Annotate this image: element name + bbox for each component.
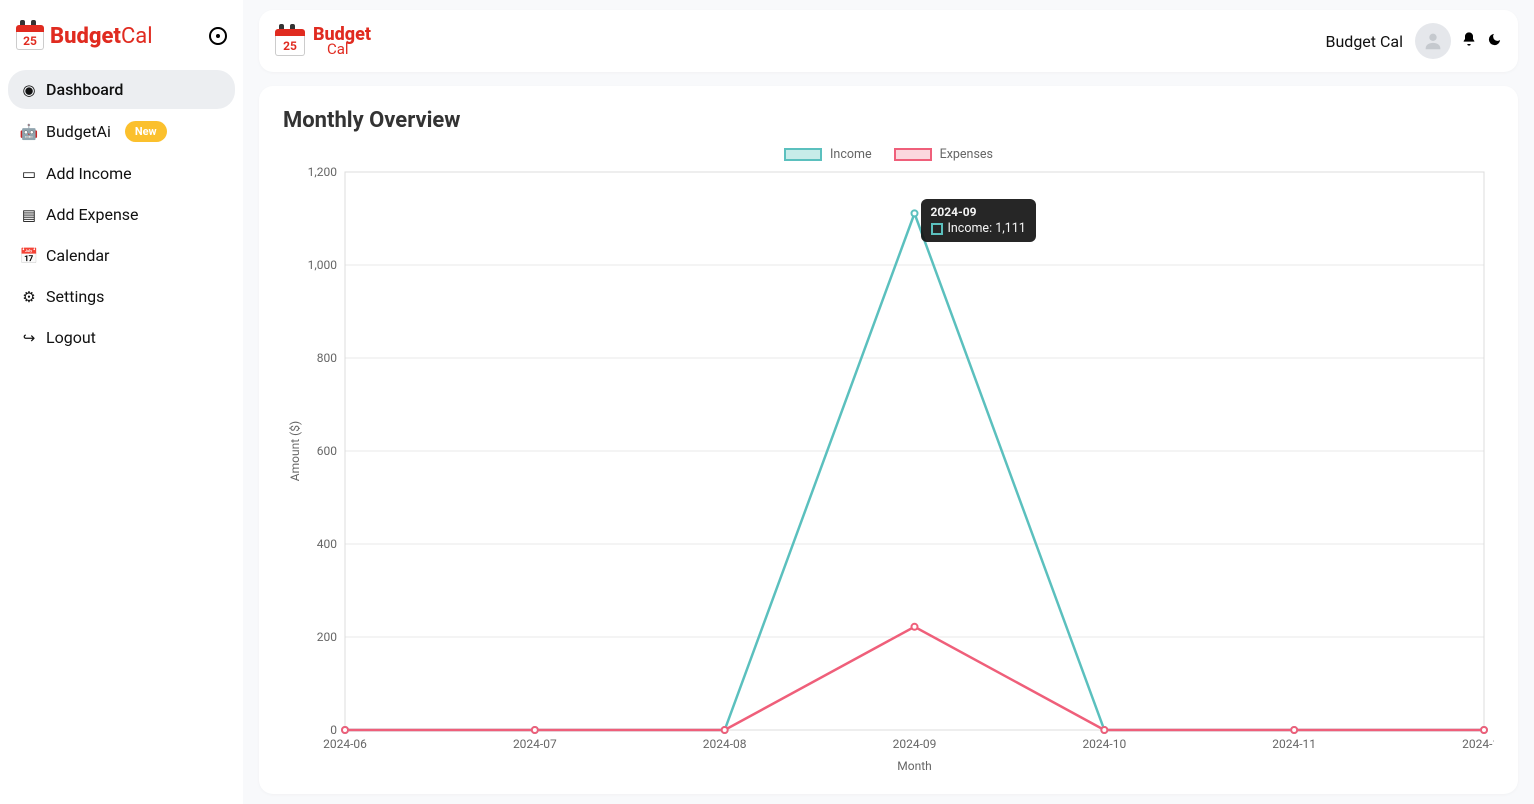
legend-swatch-icon bbox=[894, 148, 932, 161]
logout-icon: ↪ bbox=[20, 329, 38, 347]
new-badge: New bbox=[125, 121, 167, 142]
gear-icon: ⚙ bbox=[20, 288, 38, 306]
sidebar-item-dashboard[interactable]: ◉ Dashboard bbox=[8, 70, 235, 109]
user-icon bbox=[1422, 30, 1444, 52]
svg-text:2024-08: 2024-08 bbox=[703, 737, 747, 751]
sidebar-logo[interactable]: 25 BudgetCal bbox=[8, 12, 235, 70]
collapse-sidebar-icon[interactable] bbox=[209, 27, 227, 45]
legend-item-expenses[interactable]: Expenses bbox=[894, 147, 993, 162]
dark-mode-icon[interactable] bbox=[1487, 32, 1502, 51]
svg-text:2024-07: 2024-07 bbox=[513, 737, 557, 751]
sidebar: 25 BudgetCal ◉ Dashboard 🤖 BudgetAi New ▭ Add … bbox=[0, 0, 243, 804]
user-name: Budget Cal bbox=[1326, 32, 1404, 51]
legend-swatch-icon bbox=[784, 148, 822, 161]
sidebar-item-calendar[interactable]: 📅 Calendar bbox=[8, 236, 235, 275]
robot-icon: 🤖 bbox=[20, 123, 38, 141]
logo-text: BudgetCal bbox=[313, 26, 371, 57]
svg-text:2024-09: 2024-09 bbox=[893, 737, 937, 751]
svg-text:800: 800 bbox=[317, 351, 337, 365]
svg-text:Amount ($): Amount ($) bbox=[288, 421, 302, 481]
svg-text:2024-12: 2024-12 bbox=[1462, 737, 1494, 751]
bell-icon[interactable] bbox=[1461, 31, 1477, 51]
money-icon: ▭ bbox=[20, 165, 38, 183]
svg-text:0: 0 bbox=[330, 723, 337, 737]
sidebar-item-settings[interactable]: ⚙ Settings bbox=[8, 277, 235, 316]
card-title: Monthly Overview bbox=[283, 108, 1494, 133]
sidebar-item-label: Add Income bbox=[46, 164, 132, 183]
calendar-logo-icon: 25 bbox=[16, 22, 44, 50]
overview-card: Monthly Overview Income Expenses 0 200 400 6… bbox=[259, 86, 1518, 794]
sidebar-item-add-expense[interactable]: ▤ Add Expense bbox=[8, 195, 235, 234]
dashboard-icon: ◉ bbox=[20, 81, 38, 99]
svg-text:2024-06: 2024-06 bbox=[323, 737, 367, 751]
sidebar-item-label: Calendar bbox=[46, 246, 109, 265]
chart-legend: Income Expenses bbox=[283, 141, 1494, 164]
sidebar-item-logout[interactable]: ↪ Logout bbox=[8, 318, 235, 357]
svg-text:600: 600 bbox=[317, 444, 337, 458]
sidebar-nav: ◉ Dashboard 🤖 BudgetAi New ▭ Add Income ▤ Add Ex… bbox=[8, 70, 235, 357]
sidebar-item-budgetai[interactable]: 🤖 BudgetAi New bbox=[8, 111, 235, 152]
line-chart: 0 200 400 600 800 1,000 1,200 2024-06 2024-07 202… bbox=[283, 164, 1494, 780]
svg-text:200: 200 bbox=[317, 630, 337, 644]
svg-text:2024-11: 2024-11 bbox=[1272, 737, 1316, 751]
main: 25 BudgetCal Budget Cal Monthly Overview… bbox=[243, 0, 1534, 804]
sidebar-item-label: Dashboard bbox=[46, 80, 123, 99]
sidebar-item-label: Settings bbox=[46, 287, 104, 306]
svg-text:400: 400 bbox=[317, 537, 337, 551]
svg-text:2024-10: 2024-10 bbox=[1082, 737, 1126, 751]
svg-text:1,000: 1,000 bbox=[308, 258, 338, 272]
receipt-icon: ▤ bbox=[20, 206, 38, 224]
sidebar-item-add-income[interactable]: ▭ Add Income bbox=[8, 154, 235, 193]
svg-text:1,200: 1,200 bbox=[308, 165, 338, 179]
logo-text: BudgetCal bbox=[50, 24, 153, 49]
svg-text:Month: Month bbox=[897, 759, 931, 773]
sidebar-item-label: BudgetAi bbox=[46, 122, 111, 141]
sidebar-item-label: Add Expense bbox=[46, 205, 139, 224]
avatar[interactable] bbox=[1415, 23, 1451, 59]
legend-label: Expenses bbox=[940, 147, 993, 162]
legend-label: Income bbox=[830, 147, 872, 162]
topbar: 25 BudgetCal Budget Cal bbox=[259, 10, 1518, 72]
legend-item-income[interactable]: Income bbox=[784, 147, 872, 162]
calendar-logo-icon: 25 bbox=[275, 26, 305, 56]
sidebar-item-label: Logout bbox=[46, 328, 96, 347]
chart-area: 0 200 400 600 800 1,000 1,200 2024-06 2024-07 202… bbox=[283, 164, 1494, 780]
calendar-icon: 📅 bbox=[20, 247, 38, 265]
